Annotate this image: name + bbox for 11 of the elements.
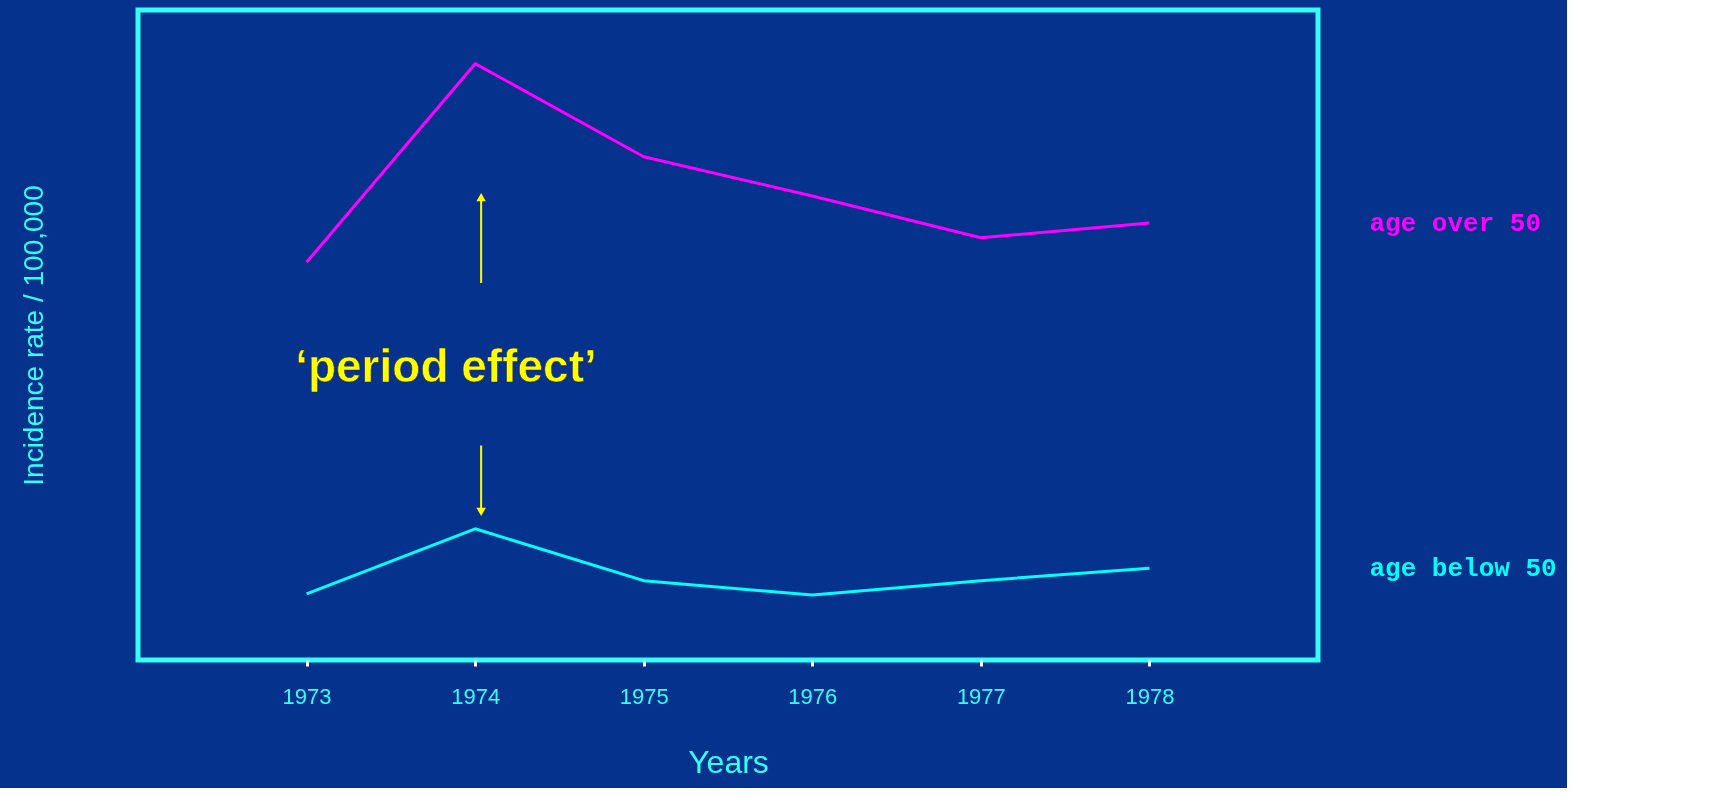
x-tick-label: 1976 [788,683,838,709]
text: age over 50 [1369,208,1542,239]
x-tick-label: 1974 [451,683,501,709]
x-tick-label: 1978 [1125,683,1175,709]
y-axis-title: Incidence rate / 100,000 [17,185,49,486]
x-tick-label: 1975 [619,683,669,709]
text: age below 50 [1369,554,1557,585]
x-tick-label: 1973 [282,683,332,709]
x-axis-title: Years [688,743,769,780]
x-tick-label: 1977 [956,683,1006,709]
annotation: ‘period effect’ [295,339,597,392]
